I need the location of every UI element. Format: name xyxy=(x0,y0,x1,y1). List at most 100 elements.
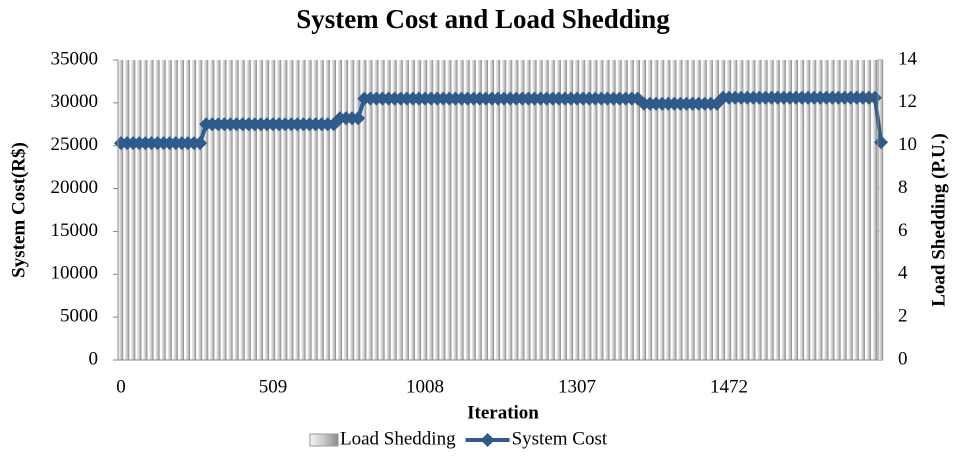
bar xyxy=(526,60,531,360)
bar xyxy=(702,60,707,360)
bar xyxy=(520,60,525,360)
bar xyxy=(246,60,251,360)
bar xyxy=(666,60,671,360)
bar xyxy=(295,60,300,360)
x-tick-label: 1307 xyxy=(558,376,596,397)
x-tick-label: 0 xyxy=(116,376,126,397)
bar xyxy=(720,60,726,360)
bar xyxy=(769,60,774,360)
bar xyxy=(124,60,130,360)
y-tick-label: 35000 xyxy=(51,48,99,69)
bar xyxy=(775,60,780,360)
bar xyxy=(684,60,689,360)
bar xyxy=(611,60,616,360)
y2-tick-label: 2 xyxy=(898,306,908,327)
bar xyxy=(696,60,701,360)
bar xyxy=(587,60,592,360)
bar xyxy=(441,60,446,360)
bar xyxy=(264,60,270,360)
bar xyxy=(866,60,872,360)
bar xyxy=(307,60,312,360)
bar xyxy=(270,60,276,360)
bar xyxy=(556,60,561,360)
bar xyxy=(629,60,634,360)
bar xyxy=(635,60,640,360)
bar xyxy=(544,60,549,360)
bar xyxy=(617,60,622,360)
bar xyxy=(368,60,373,360)
bar xyxy=(252,60,257,360)
bar xyxy=(331,60,336,360)
chart-title: System Cost and Load Shedding xyxy=(296,4,670,34)
bar xyxy=(787,60,792,360)
bar xyxy=(131,60,136,360)
bar xyxy=(678,60,683,360)
bar xyxy=(751,60,756,360)
bar xyxy=(435,60,440,360)
bar xyxy=(349,60,355,360)
bar xyxy=(495,60,501,360)
bar xyxy=(410,60,416,360)
marker xyxy=(351,111,366,126)
bar xyxy=(453,60,458,360)
bar xyxy=(374,60,379,360)
bar xyxy=(812,60,817,360)
bar xyxy=(690,60,695,360)
bar xyxy=(459,60,464,360)
bar xyxy=(222,60,227,360)
bar xyxy=(799,60,805,360)
bar xyxy=(757,60,762,360)
bar xyxy=(726,60,732,360)
legend-label: System Cost xyxy=(512,428,608,449)
bar xyxy=(216,60,221,360)
bar xyxy=(149,60,154,360)
y-tick-label: 0 xyxy=(89,348,99,369)
bar xyxy=(137,60,142,360)
bar xyxy=(568,60,574,360)
bar xyxy=(161,60,166,360)
bar xyxy=(763,60,768,360)
marker xyxy=(193,136,208,151)
legend-label: Load Shedding xyxy=(340,428,456,449)
bar xyxy=(465,60,470,360)
bar xyxy=(398,60,403,360)
bar xyxy=(276,60,282,360)
bar xyxy=(173,60,178,360)
y2-tick-label: 8 xyxy=(898,177,908,198)
bar xyxy=(532,60,537,360)
bar xyxy=(185,60,191,360)
y2-tick-label: 4 xyxy=(898,263,908,284)
legend-swatch xyxy=(309,433,339,447)
bar xyxy=(672,60,677,360)
bar xyxy=(854,60,859,360)
bar xyxy=(477,60,482,360)
bar xyxy=(824,60,829,360)
legend-marker xyxy=(480,433,495,447)
bar xyxy=(708,60,713,360)
bar xyxy=(356,60,361,360)
y-tick-label: 20000 xyxy=(51,177,99,198)
y-axis-title: System Cost(R$) xyxy=(8,142,29,278)
bar xyxy=(422,60,428,360)
y2-tick-label: 14 xyxy=(898,48,918,69)
bar xyxy=(343,60,349,360)
bar xyxy=(714,60,720,360)
bar xyxy=(550,60,555,360)
x-axis-title: Iteration xyxy=(467,402,539,423)
bar xyxy=(878,60,884,360)
bar xyxy=(732,60,738,360)
x-tick-label: 509 xyxy=(259,376,288,397)
bar xyxy=(197,60,203,360)
bar xyxy=(210,60,215,360)
bar xyxy=(538,60,543,360)
bar xyxy=(580,60,586,360)
bar xyxy=(745,60,750,360)
bar xyxy=(562,60,568,360)
bar xyxy=(514,60,519,360)
bar xyxy=(179,60,184,360)
x-tick-label: 1472 xyxy=(710,376,748,397)
y2-tick-label: 10 xyxy=(898,134,917,155)
y2-tick-label: 0 xyxy=(898,348,908,369)
bar xyxy=(204,60,209,360)
